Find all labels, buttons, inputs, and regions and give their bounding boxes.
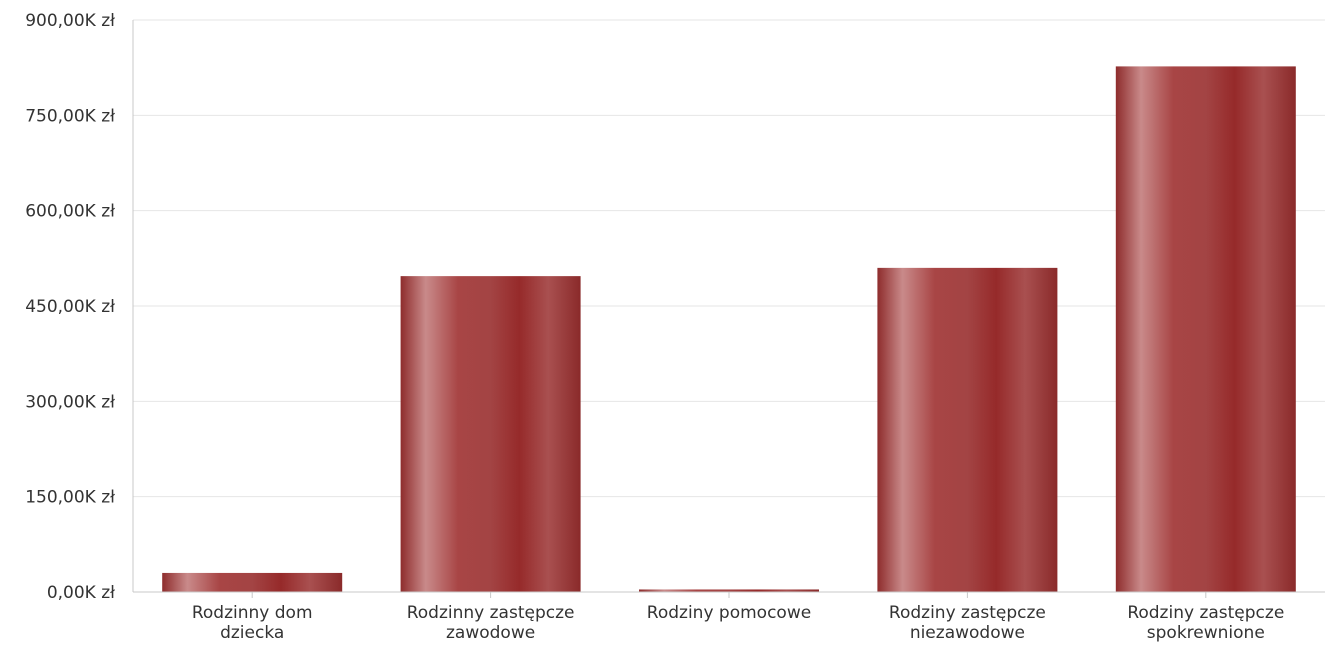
x-category-label-line: Rodzinny dom xyxy=(192,603,313,623)
x-category-label: Rodzinny dom dziecka xyxy=(192,603,313,643)
x-axis-category-labels: Rodzinny dom dziecka Rodzinny zastępcze zaw… xyxy=(192,603,1284,643)
bar[interactable] xyxy=(1115,66,1296,592)
x-category-label: Rodziny zastępcze niezawodowe xyxy=(889,603,1046,643)
x-category-label-line: Rodziny pomocowe xyxy=(647,603,811,623)
y-tick-label: 300,00K zł xyxy=(25,392,115,412)
x-category-label-line: Rodziny zastępcze xyxy=(1127,603,1284,623)
x-category-label-line: zawodowe xyxy=(446,623,535,643)
x-category-label: Rodziny pomocowe xyxy=(647,603,811,623)
x-category-label: Rodzinny zastępcze zawodowe xyxy=(407,603,575,643)
bar[interactable] xyxy=(877,267,1058,592)
y-tick-label: 450,00K zł xyxy=(25,297,115,317)
x-category-label: Rodziny zastępcze spokrewnione xyxy=(1127,603,1284,643)
x-category-label-line: Rodziny zastępcze xyxy=(889,603,1046,623)
y-axis-tick-labels: 0,00K zł 150,00K zł 300,00K zł 450,00K zł 60… xyxy=(25,11,115,603)
y-tick-label: 750,00K zł xyxy=(25,106,115,126)
x-category-label-line: niezawodowe xyxy=(910,623,1025,643)
y-tick-label: 600,00K zł xyxy=(25,202,115,222)
y-tick-label: 0,00K zł xyxy=(47,583,115,603)
y-tick-label: 150,00K zł xyxy=(25,488,115,508)
bars xyxy=(162,66,1296,592)
y-tick-label: 900,00K zł xyxy=(25,11,115,31)
bar[interactable] xyxy=(400,276,581,592)
x-category-label-line: spokrewnione xyxy=(1147,623,1265,643)
bar[interactable] xyxy=(639,589,819,592)
x-category-label-line: Rodzinny zastępcze xyxy=(407,603,575,623)
x-category-label-line: dziecka xyxy=(220,623,284,643)
bar[interactable] xyxy=(162,572,343,592)
axes xyxy=(132,20,1325,598)
